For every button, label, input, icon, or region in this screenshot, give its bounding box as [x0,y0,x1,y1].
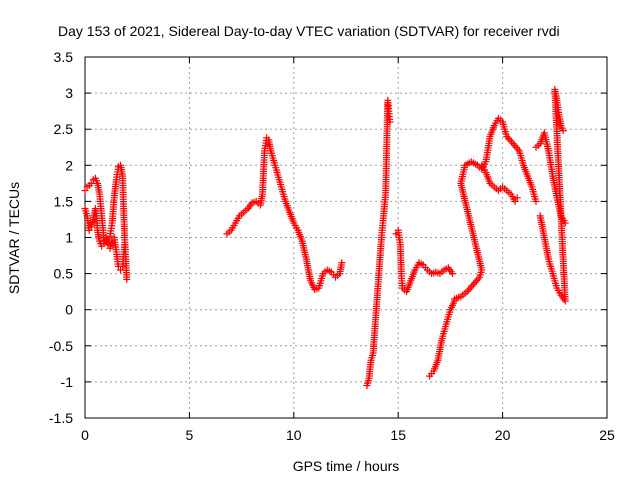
data-point [466,284,474,292]
data-point [506,136,514,144]
y-tick-label: 1.5 [54,193,74,209]
data-point [123,275,131,283]
y-tick-label: 0.5 [54,266,74,282]
x-tick-label: 20 [495,427,511,443]
data-point [511,197,519,205]
x-tick-label: 0 [81,427,89,443]
data-point [532,197,540,205]
grid-lines [85,57,607,418]
data-point [561,219,569,227]
y-tick-label: -1.5 [49,410,73,426]
data-point [116,266,124,274]
x-axis-label: GPS time / hours [293,458,400,474]
y-axis-label: SDTVAR / TECUs [6,182,22,294]
data-point [338,259,346,267]
x-tick-label: 25 [599,427,615,443]
data-point [509,140,517,148]
x-tick-labels: 0 5 10 15 20 25 [81,427,615,443]
data-point [512,143,520,151]
y-tick-label: 2 [65,157,73,173]
x-tick-label: 5 [186,427,194,443]
chart-title: Day 153 of 2021, Sidereal Day-to-day VTE… [58,23,560,39]
data-point [81,187,89,195]
data-point [448,270,456,278]
data-point [471,279,479,287]
data-point [511,141,519,149]
y-tick-label: 1 [65,230,73,246]
data-point [468,282,476,290]
data-point [386,118,394,126]
data-point [507,138,515,146]
y-tick-label: -1 [61,374,74,390]
data-point [87,179,95,187]
y-tick-label: 3.5 [54,49,74,65]
data-points [81,85,569,390]
axis-ticks [84,56,608,419]
data-point [473,277,480,285]
data-point [559,127,567,135]
data-point [121,241,129,249]
x-tick-label: 10 [286,427,302,443]
y-tick-labels: -1.5 -1 -0.5 0 0.5 1 1.5 2 2.5 3 3.5 [49,49,73,426]
data-point [469,280,477,288]
data-point [85,226,93,234]
y-tick-label: -0.5 [49,338,73,354]
y-tick-label: 0 [65,302,73,318]
y-tick-label: 3 [65,85,73,101]
data-point [465,286,473,294]
data-point [513,194,521,202]
y-tick-label: 2.5 [54,121,74,137]
x-tick-label: 15 [390,427,406,443]
